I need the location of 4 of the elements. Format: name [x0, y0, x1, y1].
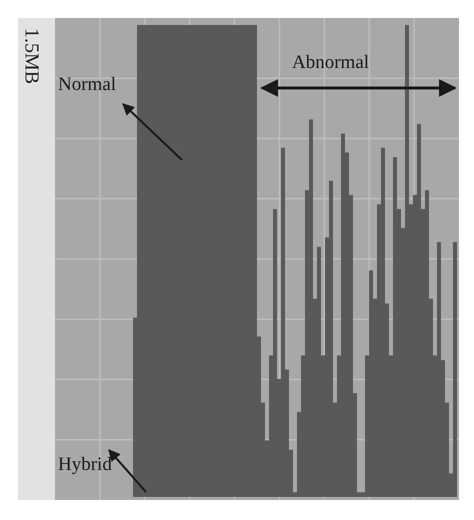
y-axis-title: 1.5MB [20, 28, 42, 84]
annotation: Abnormal [292, 52, 370, 73]
text: Hybrid [58, 454, 112, 475]
text: Normal [58, 74, 116, 95]
